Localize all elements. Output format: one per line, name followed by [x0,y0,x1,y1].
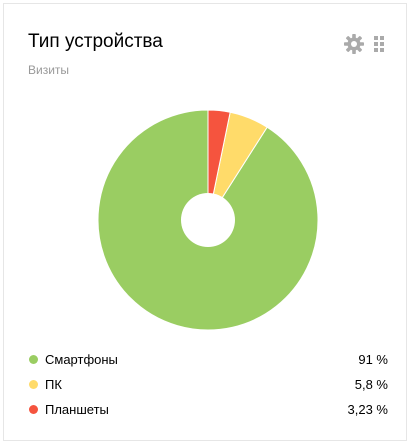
legend-value: 91 % [358,352,388,367]
widget-subtitle: Визиты [28,63,70,77]
device-type-widget: Тип устройства Визиты [3,3,407,441]
donut-hole [181,193,235,247]
slice-tablets[interactable] [207,109,231,221]
legend-dot-pc [29,380,38,389]
drag-handle-icon[interactable] [373,35,385,53]
chart-legend: Смартфоны 91 % ПК 5,8 % Планшеты 3,23 % [28,347,388,422]
widget-title: Тип устройства [28,31,163,52]
legend-item-smartphones[interactable]: Смартфоны 91 % [28,347,388,372]
legend-label: Планшеты [45,402,109,417]
legend-value: 5,8 % [354,377,388,392]
legend-dot-tablets [29,405,38,414]
legend-value: 3,23 % [347,402,388,417]
legend-label: ПК [45,377,62,392]
legend-item-pc[interactable]: ПК 5,8 % [28,372,388,397]
legend-label: Смартфоны [45,352,118,367]
legend-dot-smartphones [29,355,38,364]
legend-item-tablets[interactable]: Планшеты 3,23 % [28,397,388,422]
device-type-donut-chart [97,109,319,331]
gear-icon[interactable] [342,32,366,56]
